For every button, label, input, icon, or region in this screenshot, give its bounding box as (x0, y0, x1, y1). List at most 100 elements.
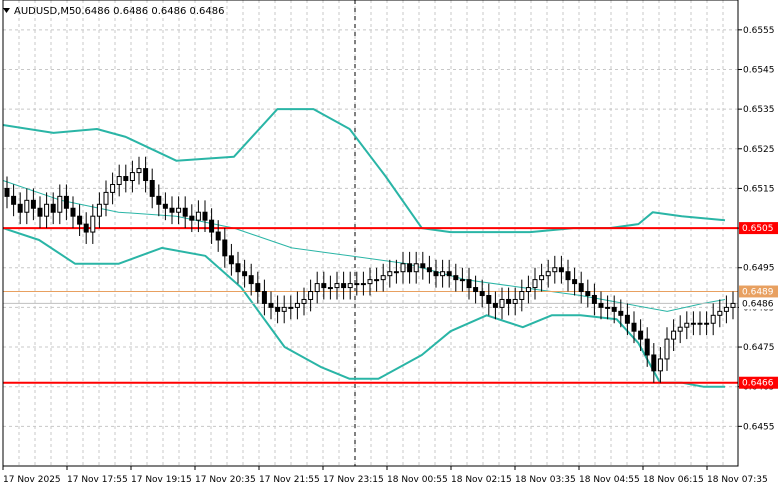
candle-body (189, 215, 195, 221)
candle-body (690, 322, 696, 325)
x-tick-label: 17 Nov 23:15 (323, 475, 384, 485)
candle-body (723, 306, 729, 312)
candle-body (228, 255, 234, 265)
candle-body (717, 310, 723, 316)
x-tick-label: 18 Nov 04:55 (579, 475, 640, 485)
candle-body (123, 176, 129, 182)
bid-tag-bg (739, 285, 778, 298)
candle-body (96, 203, 102, 217)
candle-body (433, 271, 439, 277)
x-tick-label: 17 Nov 17:55 (67, 475, 128, 485)
candle-body (275, 306, 281, 312)
x-tick-label: 18 Nov 07:35 (707, 475, 768, 485)
candle-body (103, 191, 109, 205)
candle-body (598, 302, 604, 308)
candle-body (684, 322, 690, 328)
candle-body (255, 283, 261, 293)
chart-header: AUDUSD,M5 0.6486 0.6486 0.6486 0.6486 (3, 6, 225, 17)
candle-body (446, 271, 452, 277)
candle-body (618, 310, 624, 316)
candle-body (585, 291, 591, 296)
candle-body (136, 168, 142, 174)
x-tick-label: 17 Nov 2025 (3, 475, 61, 485)
triangle-down-icon[interactable] (3, 8, 10, 13)
candle-body (426, 267, 432, 273)
candle-body (552, 267, 558, 273)
ohlc-readout: 0.6486 0.6486 0.6486 0.6486 (75, 6, 225, 17)
candle-body (202, 211, 208, 221)
candle-body (215, 231, 221, 241)
candle-body (644, 338, 650, 356)
candle-body (545, 271, 551, 277)
candle-body (631, 322, 637, 332)
candle-body (473, 287, 479, 293)
candle-body (499, 298, 505, 308)
x-tick-label: 17 Nov 20:35 (195, 475, 256, 485)
candle-body (37, 207, 43, 217)
candle-body (486, 294, 492, 304)
candle-body (11, 195, 17, 205)
candle-body (341, 283, 347, 289)
candle-body (4, 187, 10, 197)
candle-body (539, 275, 545, 281)
candle-body (162, 203, 168, 209)
candle-body (30, 199, 36, 209)
level-tag-label: 0.6466 (742, 379, 774, 389)
candle-body (195, 211, 201, 221)
candle-body (268, 302, 274, 308)
candle-body (611, 306, 617, 312)
candle-body (17, 203, 23, 213)
candle-body (156, 195, 162, 205)
candle-body (664, 338, 670, 360)
candle-body (242, 271, 248, 277)
y-tick-label: 0.6495 (743, 264, 775, 274)
candle-body (288, 306, 294, 309)
candle-body (63, 195, 69, 209)
candle-body (169, 207, 175, 213)
candles (4, 156, 736, 383)
candle-body (387, 271, 393, 277)
x-tick-label: 18 Nov 06:15 (643, 475, 704, 485)
candle-body (393, 271, 399, 274)
candle-body (143, 168, 149, 182)
bid-tag-label: 0.6489 (742, 288, 774, 298)
candle-body (110, 183, 116, 193)
current-price-tag-bg (739, 297, 778, 310)
y-tick-label: 0.6545 (743, 65, 775, 75)
level-tag-label: 0.6505 (742, 224, 774, 234)
x-tick-label: 17 Nov 21:55 (259, 475, 320, 485)
candle-body (367, 279, 373, 285)
candle-body (327, 287, 333, 290)
candle-body (704, 322, 710, 325)
candle-body (44, 203, 50, 217)
candle-body (248, 275, 254, 285)
x-tick-label: 18 Nov 02:15 (451, 475, 512, 485)
candle-body (347, 283, 353, 289)
candle-body (578, 283, 584, 293)
candle-body (638, 330, 644, 340)
candle-body (512, 298, 518, 304)
band-upper (2, 108, 726, 234)
candle-body (558, 267, 564, 273)
candle-body (519, 291, 525, 300)
candle-body (506, 298, 512, 304)
y-tick-label: 0.6555 (743, 26, 775, 36)
candle-body (479, 291, 485, 296)
candle-body (360, 283, 366, 286)
candle-body (710, 314, 716, 324)
candle-body (492, 302, 498, 308)
plot-frame (2, 0, 739, 467)
candle-body (697, 322, 703, 325)
candle-body (591, 294, 597, 304)
candle-body (57, 195, 63, 213)
candle-body (565, 271, 571, 281)
candle-body (374, 279, 380, 282)
candle-body (459, 279, 465, 282)
level-tag-bg (739, 376, 778, 389)
candle-body (321, 283, 327, 289)
y-tick-label: 0.6525 (743, 145, 775, 155)
candle-body (657, 358, 663, 372)
candle-body (671, 330, 677, 340)
candle-body (281, 306, 287, 312)
